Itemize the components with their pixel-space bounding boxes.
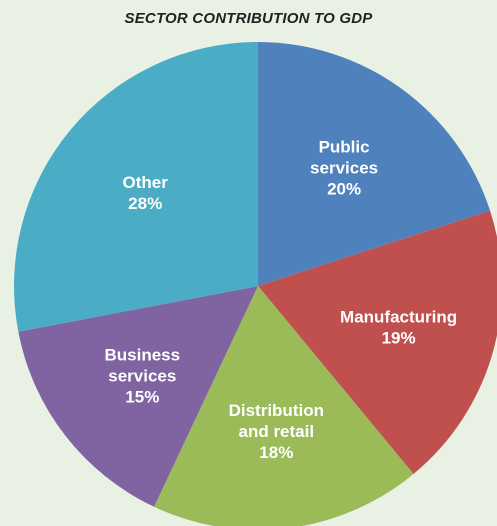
- pie-slice-distribution-retail: [154, 286, 414, 526]
- slice-label-distribution-retail: Distribution and retail 18%: [229, 401, 324, 462]
- slice-label-line: 20%: [327, 180, 361, 199]
- slice-label-line: Business: [105, 346, 181, 365]
- slice-label-manufacturing: Manufacturing 19%: [340, 307, 457, 347]
- slice-label-line: 19%: [382, 328, 416, 347]
- slice-label-public-services: Public services 20%: [310, 138, 378, 199]
- slice-label-other: Other 28%: [123, 173, 169, 213]
- slice-label-line: and retail: [239, 422, 315, 441]
- slice-label-line: services: [108, 367, 176, 386]
- slice-label-line: 28%: [128, 194, 162, 213]
- slice-label-line: Public: [319, 138, 370, 157]
- pie-slice-other: [13, 42, 259, 332]
- slice-label-line: Other: [123, 173, 169, 192]
- slice-label-line: 18%: [259, 443, 293, 462]
- pie-slice-business-services: [18, 286, 258, 507]
- slice-label-line: 15%: [125, 388, 159, 407]
- slice-label-line: services: [310, 159, 378, 178]
- chart-title: SECTOR CONTRIBUTION TO GDP: [124, 10, 373, 27]
- pie-slice-public-services: [258, 41, 491, 286]
- slice-label-line: Manufacturing: [340, 307, 457, 326]
- slice-label-business-services: Business services 15%: [105, 346, 181, 407]
- pie-slice-manufacturing: [258, 210, 497, 475]
- slice-label-line: Distribution: [229, 401, 324, 420]
